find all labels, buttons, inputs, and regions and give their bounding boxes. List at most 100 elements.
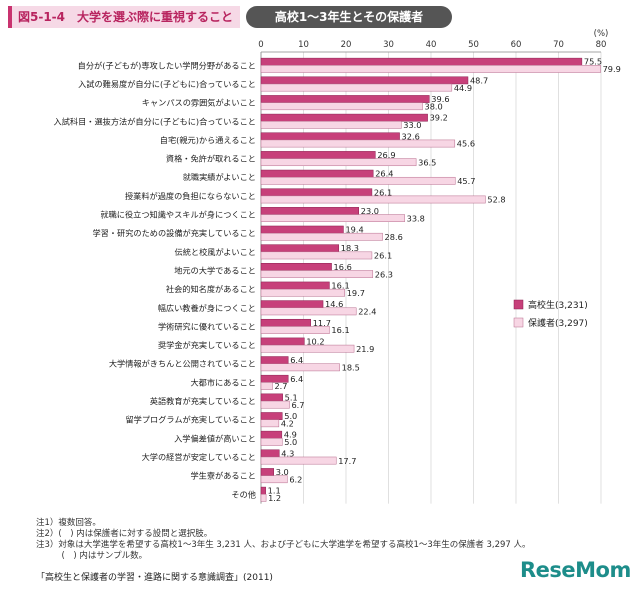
bar-students [260,225,344,234]
category-label: 社会的知名度があること [166,284,256,294]
value-label-students: 3.0 [276,467,289,477]
value-label-students: 14.6 [325,299,343,309]
value-label-students: 23.0 [361,206,379,216]
bar-parents [260,158,417,167]
x-tick-label: 70 [553,40,564,50]
bar-students [260,374,289,383]
footnote-1: 注1）複数回答。 [36,518,101,528]
value-label-parents: 33.0 [403,120,421,130]
value-label-parents: 45.6 [457,139,475,149]
bar-parents [260,251,373,260]
category-label: 入試科目・選抜方法が自分に(子どもに)合っていること [54,116,256,126]
category-label: 授業料が過度の負担にならないこと [125,191,256,201]
bar-students [260,430,283,439]
footnote-4: ( ) 内はサンプル数。 [36,551,148,561]
bar-students [260,356,289,364]
bar-students [260,281,330,290]
value-label-parents: 19.7 [347,288,365,298]
bar-students [260,449,280,458]
value-label-students: 16.1 [331,281,349,291]
value-label-parents: 4.2 [281,418,294,428]
legend-swatch-parents [513,317,524,328]
value-label-parents: 26.3 [375,269,393,279]
bar-parents [260,419,280,428]
category-label: 学習・研究のための設備が充実していること [92,228,256,238]
bar-students [260,393,283,402]
bar-students [260,95,430,103]
category-label: 就職実績がよいこと [183,172,256,182]
bar-parents [260,456,337,465]
bar-parents [260,102,423,111]
bar-parents [260,83,453,92]
bar-students [260,132,400,141]
category-label: 大都市にあること [190,377,256,387]
value-label-students: 10.2 [306,336,324,346]
x-tick-label: 20 [341,40,352,50]
value-label-parents: 1.2 [268,493,281,503]
category-label: 地元の大学であること [174,265,256,275]
value-label-parents: 2.7 [274,381,287,391]
bar-students [260,318,311,327]
category-label: 大学情報がきちんと公開されていること [109,359,256,369]
value-label-parents: 5.0 [284,437,297,447]
value-label-students: 5.1 [285,392,298,402]
category-label: 資格・免許が取れること [166,154,256,164]
value-label-parents: 28.6 [385,232,403,242]
x-unit-label: (%) [594,29,609,39]
value-label-students: 18.3 [341,243,359,253]
value-label-students: 4.9 [284,430,297,440]
value-label-parents: 33.8 [407,213,425,223]
value-label-students: 39.2 [430,113,448,123]
bar-parents [260,176,456,185]
value-label-parents: 16.1 [331,325,349,335]
value-label-parents: 22.4 [358,307,376,317]
bar-students [260,300,324,309]
bar-parents [260,65,601,73]
value-label-students: 5.0 [284,411,297,421]
value-label-parents: 79.9 [603,64,621,74]
value-label-students: 26.1 [374,187,392,197]
value-label-parents: 36.5 [418,157,436,167]
bar-students [260,337,305,346]
category-label: 自分が(子どもが)専攻したい学問分野があること [78,60,256,70]
bar-parents [260,438,283,446]
value-label-students: 4.3 [281,448,294,458]
bar-students [260,412,283,420]
bar-students [260,207,359,215]
bar-parents [260,270,374,278]
value-label-students: 39.6 [431,94,449,104]
value-label-parents: 6.7 [291,400,304,410]
bar-parents [260,195,486,204]
bar-students [260,263,332,271]
category-label: 自宅(親元)から通えること [160,135,256,145]
x-tick-label: 50 [468,40,479,50]
value-label-parents: 6.2 [289,474,302,484]
value-label-parents: 26.1 [374,251,392,261]
category-label: 幅広い教養が身につくこと [158,303,256,313]
bar-parents [260,307,357,316]
bar-students [260,169,374,178]
figure-subtitle: 高校1～3年生とその保護者 [246,6,452,28]
bar-parents [260,232,383,241]
value-label-parents: 44.9 [454,83,472,93]
figure-label: 図5-1-4 大学を選ぶ際に重視すること [8,6,240,28]
category-label: 奨学金が充実していること [158,340,256,350]
category-label: その他 [231,489,256,499]
category-label: 学生寮があること [190,471,256,481]
category-label: 伝統と校風がよいこと [175,247,256,257]
bar-parents [260,363,340,372]
resemom-logo: ReseMom [520,558,631,582]
value-label-parents: 45.7 [457,176,475,186]
bar-students [260,76,469,85]
value-label-parents: 17.7 [338,456,356,466]
bar-parents [260,326,330,334]
category-label: 大学の経営が安定していること [142,452,256,462]
legend-label-parents: 保護者(3,297) [528,317,588,329]
category-label: 就職に役立つ知識やスキルが身につくこと [100,210,256,220]
category-label: キャンパスの雰囲気がよいこと [142,98,256,108]
value-label-students: 1.1 [268,486,281,496]
value-label-parents: 18.5 [342,363,360,373]
category-label: 学術研究に優れていること [158,321,256,331]
value-label-students: 32.6 [402,131,420,141]
bar-students [260,468,274,476]
